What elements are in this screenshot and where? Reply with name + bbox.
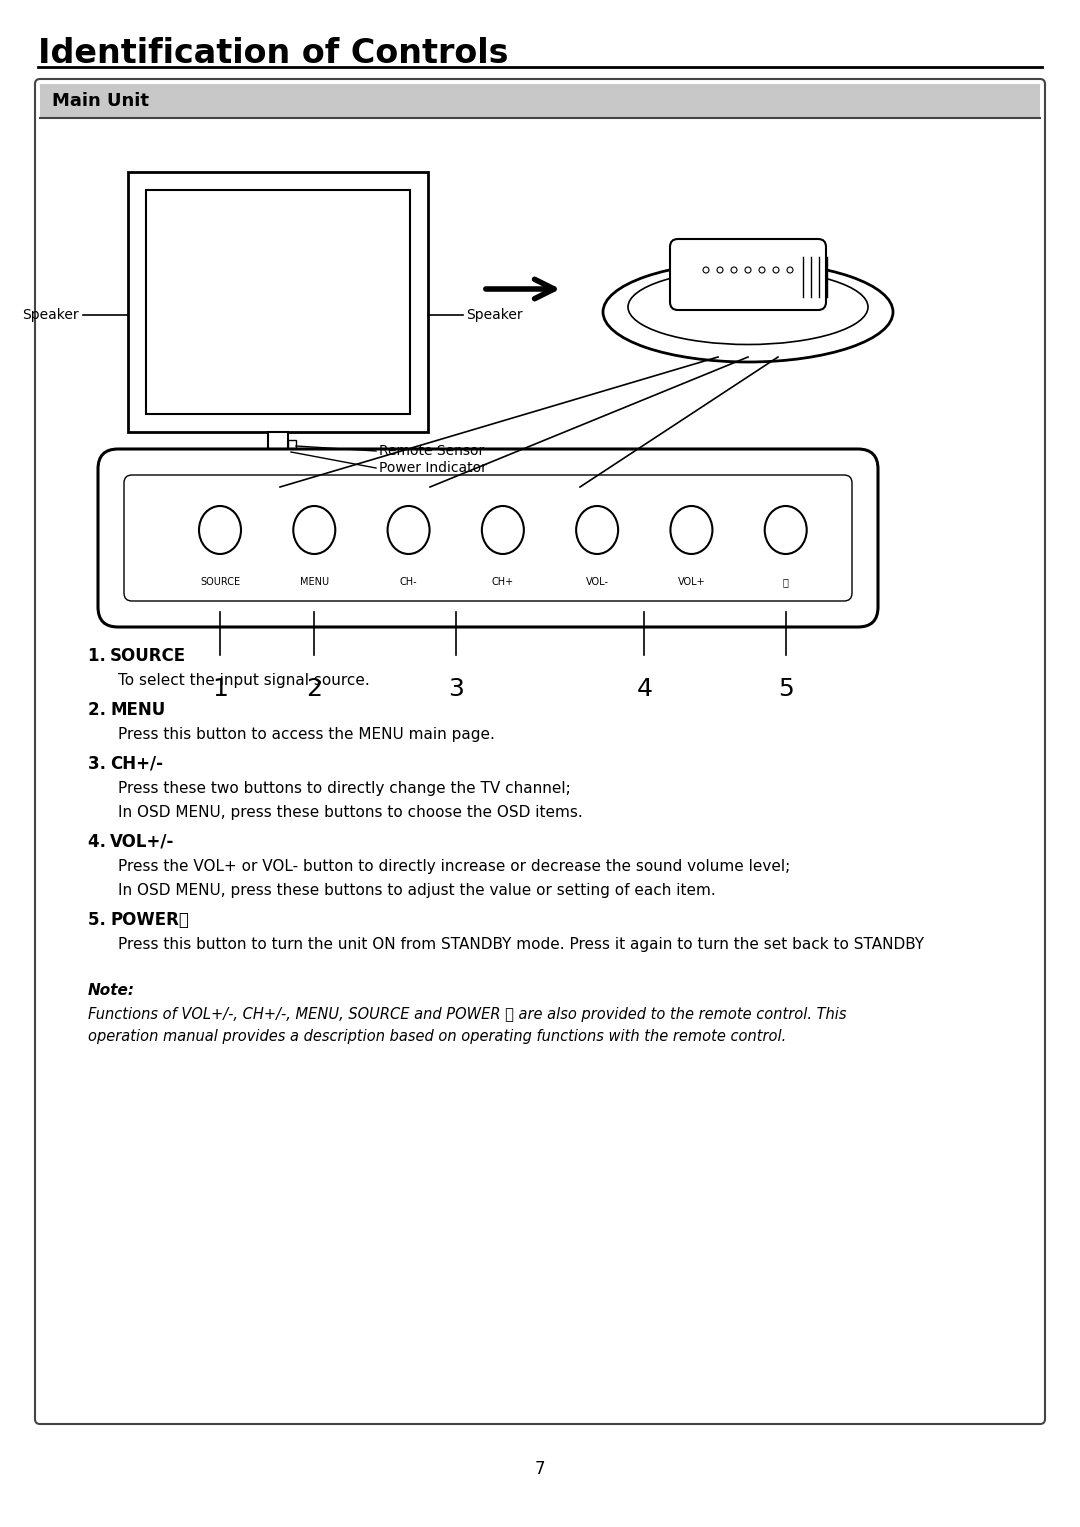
Text: 4: 4 — [636, 676, 652, 701]
Circle shape — [759, 267, 765, 273]
Text: Power Indicator: Power Indicator — [379, 461, 487, 475]
Text: ⏻: ⏻ — [783, 577, 788, 586]
Text: Press these two buttons to directly change the TV channel;: Press these two buttons to directly chan… — [118, 780, 570, 796]
Text: 3: 3 — [448, 676, 463, 701]
Text: VOL-: VOL- — [585, 577, 609, 586]
Bar — [208, 467, 348, 478]
Ellipse shape — [765, 505, 807, 554]
Text: 1: 1 — [212, 676, 228, 701]
Text: Speaker: Speaker — [23, 308, 79, 322]
Text: VOL+: VOL+ — [677, 577, 705, 586]
FancyBboxPatch shape — [124, 475, 852, 602]
Circle shape — [717, 267, 723, 273]
Text: CH-: CH- — [400, 577, 417, 586]
Text: Note:: Note: — [87, 983, 135, 999]
Text: In OSD MENU, press these buttons to choose the OSD items.: In OSD MENU, press these buttons to choo… — [118, 805, 583, 820]
Text: VOL+/-: VOL+/- — [110, 834, 174, 851]
Text: Press the VOL+ or VOL- button to directly increase or decrease the sound volume : Press the VOL+ or VOL- button to directl… — [118, 860, 791, 873]
Text: 5.: 5. — [87, 912, 111, 928]
Text: Main Unit: Main Unit — [52, 92, 149, 110]
Text: Speaker: Speaker — [465, 308, 523, 322]
Circle shape — [787, 267, 793, 273]
Ellipse shape — [388, 505, 430, 554]
Text: Press this button to turn the unit ON from STANDBY mode. Press it again to turn : Press this button to turn the unit ON fr… — [118, 938, 924, 951]
Text: 1.: 1. — [87, 647, 111, 664]
Text: 4.: 4. — [87, 834, 111, 851]
Text: SOURCE: SOURCE — [110, 647, 186, 664]
Text: MENU: MENU — [300, 577, 328, 586]
Bar — [40, 84, 1040, 118]
Text: CH+/-: CH+/- — [110, 754, 163, 773]
Text: Remote Sensor: Remote Sensor — [379, 444, 484, 458]
Text: 5: 5 — [778, 676, 794, 701]
Text: 3.: 3. — [87, 754, 111, 773]
Text: 2.: 2. — [87, 701, 111, 719]
FancyBboxPatch shape — [670, 240, 826, 310]
Bar — [288, 440, 296, 450]
Text: Press this button to access the MENU main page.: Press this button to access the MENU mai… — [118, 727, 495, 742]
Polygon shape — [213, 454, 343, 467]
Circle shape — [703, 267, 708, 273]
Circle shape — [731, 267, 737, 273]
Ellipse shape — [482, 505, 524, 554]
Text: To select the input signal source.: To select the input signal source. — [118, 673, 369, 689]
Ellipse shape — [671, 505, 713, 554]
Text: MENU: MENU — [110, 701, 165, 719]
Text: CH+: CH+ — [491, 577, 514, 586]
Text: SOURCE: SOURCE — [200, 577, 240, 586]
Text: POWER⏻: POWER⏻ — [110, 912, 189, 928]
FancyBboxPatch shape — [146, 189, 410, 414]
Text: Identification of Controls: Identification of Controls — [38, 37, 509, 70]
Text: In OSD MENU, press these buttons to adjust the value or setting of each item.: In OSD MENU, press these buttons to adju… — [118, 883, 716, 898]
Ellipse shape — [603, 263, 893, 362]
Circle shape — [745, 267, 751, 273]
Ellipse shape — [294, 505, 335, 554]
Text: 7: 7 — [535, 1460, 545, 1478]
Text: Functions of VOL+/-, CH+/-, MENU, SOURCE and POWER ⏻ are also provided to the re: Functions of VOL+/-, CH+/-, MENU, SOURCE… — [87, 1006, 847, 1022]
Circle shape — [773, 267, 779, 273]
Ellipse shape — [576, 505, 618, 554]
Text: 2: 2 — [307, 676, 322, 701]
FancyBboxPatch shape — [98, 449, 878, 628]
FancyBboxPatch shape — [129, 173, 428, 432]
Ellipse shape — [627, 269, 868, 345]
Bar — [268, 432, 288, 454]
FancyBboxPatch shape — [35, 79, 1045, 1425]
Ellipse shape — [199, 505, 241, 554]
Text: operation manual provides a description based on operating functions with the re: operation manual provides a description … — [87, 1029, 786, 1044]
